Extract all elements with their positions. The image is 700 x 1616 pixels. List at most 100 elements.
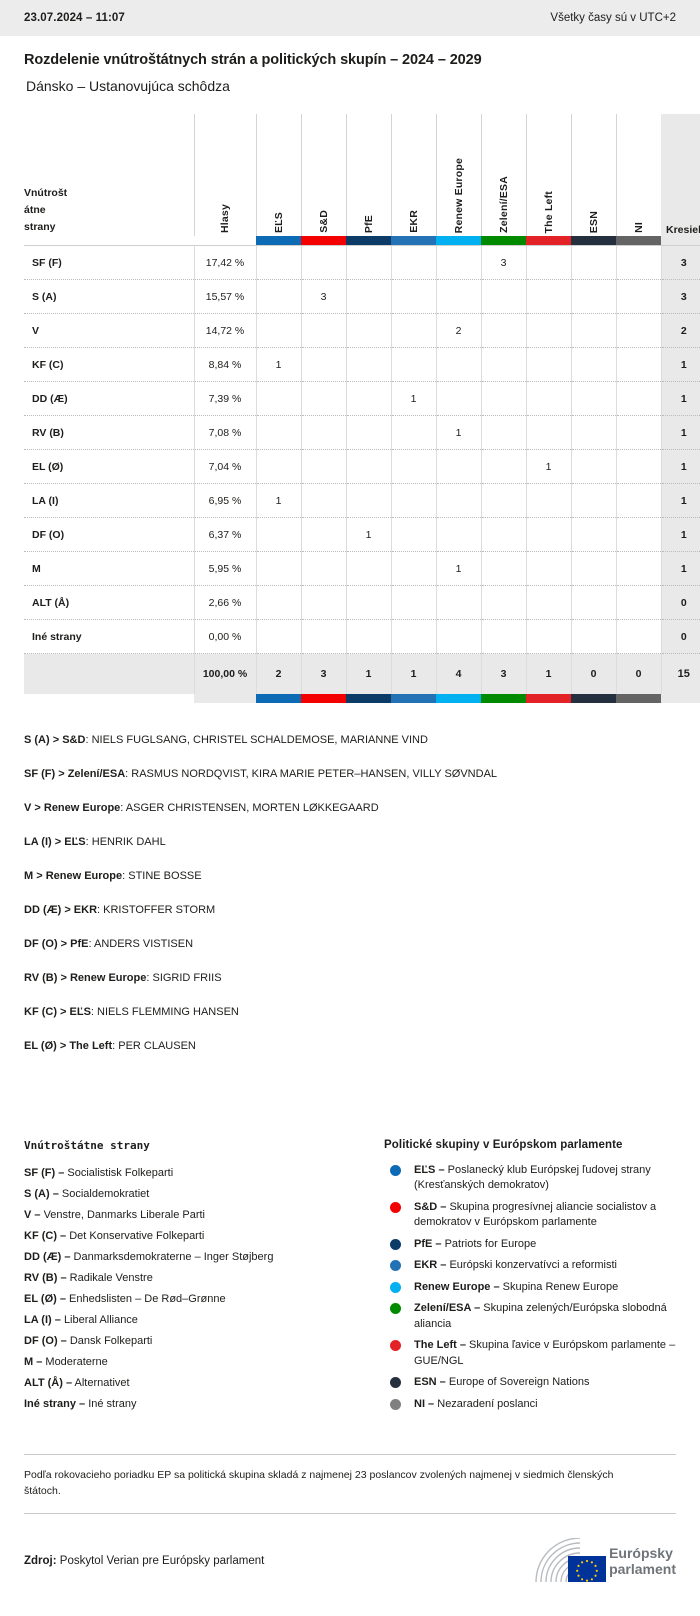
table-row: EL (Ø) 7,04 % 1 1 <box>24 449 700 484</box>
legend-national-item: Iné strany – Iné strany <box>24 1395 384 1413</box>
row-group-seat-count: 1 <box>255 483 301 518</box>
legend-group-text: The Left – Skupina ľavice v Európskom pa… <box>414 1338 676 1369</box>
row-group-seat-count <box>300 245 346 280</box>
group-color-chip-e-s <box>256 236 301 246</box>
color-chip <box>256 236 301 245</box>
legend-color-dot-icon <box>390 1340 401 1351</box>
group-color-chip-esn <box>571 236 616 246</box>
legend-national-abbr: KF (C) – <box>24 1229 67 1242</box>
eu-stars-icon <box>568 1556 607 1582</box>
table-row: RV (B) 7,08 % 1 1 <box>24 415 700 450</box>
row-group-seat-count <box>255 381 301 416</box>
legend-group-item: Renew Europe – Skupina Renew Europe <box>384 1280 676 1296</box>
legend-group-abbr: EKR – <box>414 1259 447 1271</box>
mep-entry: KF (C) > EĽS: NIELS FLEMMING HANSEN <box>24 1005 239 1018</box>
row-group-seat-count <box>300 347 346 382</box>
votes-header-label: Hlasy <box>219 203 231 233</box>
color-chip <box>256 693 301 703</box>
results-table-container: Vnútrošt átne strany Hlasy EĽS S&D PfE EKR R… <box>0 100 700 703</box>
row-group-seat-count <box>255 245 301 280</box>
divider-top <box>24 1454 676 1455</box>
column-header-esn: ESN <box>570 114 616 236</box>
row-votes-percent: 14,72 % <box>193 313 256 348</box>
group-color-strip-bottom <box>24 693 700 703</box>
legend-national-abbr: ALT (Å) – <box>24 1376 73 1389</box>
strip-bottom-spacer-votes <box>194 693 256 703</box>
color-chip-bottom <box>526 693 571 703</box>
page-title: Rozdelenie vnútroštátnych strán a politi… <box>24 52 482 68</box>
row-group-seat-count <box>435 347 481 382</box>
row-group-seat-count <box>345 313 391 348</box>
mep-party-group: LA (I) > EĽS <box>24 835 86 848</box>
group-header-label: EĽS <box>272 211 285 233</box>
legend-color-dot-icon <box>390 1377 401 1388</box>
legend-group-item: EĽS – Poslanecký klub Európskej ľudovej … <box>384 1163 676 1194</box>
row-group-seat-count <box>300 381 346 416</box>
legend-group-name: Európski konzervatívci a reformisti <box>449 1259 617 1271</box>
row-group-seat-count <box>525 313 571 348</box>
row-votes-percent: 15,57 % <box>193 279 256 314</box>
row-group-seat-count <box>615 517 661 552</box>
legend-group-abbr: EĽS – <box>414 1163 445 1176</box>
legend-national-name: Radikale Venstre <box>69 1271 153 1284</box>
timezone-note: Všetky časy sú v UTC+2 <box>550 12 676 24</box>
row-group-seat-count <box>615 619 661 654</box>
mep-names: KRISTOFFER STORM <box>103 903 216 916</box>
row-group-seat-count <box>255 279 301 314</box>
top-bar: 23.07.2024 – 11:07 Všetky časy sú v UTC+… <box>0 0 700 36</box>
row-total-seats: 1 <box>660 551 700 586</box>
row-group-seat-count <box>435 619 481 654</box>
legend-national-name: Iné strany <box>88 1397 137 1410</box>
legend-group-item: NI – Nezaradení poslanci <box>384 1397 676 1413</box>
column-header-seats: Kresiel <box>661 114 700 236</box>
row-group-seat-count <box>570 483 616 518</box>
row-group-seat-count <box>480 313 526 348</box>
column-header-ekr: EKR <box>390 114 436 236</box>
totals-seats: 15 <box>660 653 700 694</box>
elected-meps-list: S (A) > S&D: NIELS FUGLSANG, CHRISTEL SC… <box>0 703 700 1054</box>
legend-group-abbr: PfE – <box>414 1237 442 1250</box>
row-total-seats: 0 <box>660 585 700 620</box>
row-group-seat-count <box>255 551 301 586</box>
row-header-line-2: átne <box>24 204 46 216</box>
strip-bottom-spacer-seats <box>661 693 700 703</box>
row-votes-percent: 7,04 % <box>193 449 256 484</box>
group-header-label: ESN <box>587 210 600 233</box>
row-party-name: SF (F) <box>24 245 194 280</box>
row-total-seats: 3 <box>660 279 700 314</box>
row-group-seat-count <box>525 483 571 518</box>
color-chip-bottom <box>571 693 616 703</box>
group-color-chip-zelen-esa <box>481 236 526 246</box>
legend-national-item: SF (F) – Socialistisk Folkeparti <box>24 1164 384 1182</box>
legend-group-item: ESN – Europe of Sovereign Nations <box>384 1375 676 1391</box>
row-group-seat-count <box>390 483 436 518</box>
row-group-seat-count <box>480 551 526 586</box>
table-row: DD (Æ) 7,39 % 1 1 <box>24 381 700 416</box>
totals-group-seats: 0 <box>615 653 661 694</box>
group-header-label: S&D <box>317 210 330 233</box>
row-group-seat-count <box>255 415 301 450</box>
group-color-strip-row <box>24 236 700 246</box>
group-header-label: Zelení/ESA <box>497 176 510 233</box>
legend-national-item: DF (O) – Dansk Folkeparti <box>24 1332 384 1350</box>
legend-group-text: Zelení/ESA – Skupina zelených/Európska s… <box>414 1301 676 1332</box>
table-row: S (A) 15,57 % 3 3 <box>24 279 700 314</box>
group-header-label: PfE <box>362 214 375 233</box>
mep-entry: S (A) > S&D: NIELS FUGLSANG, CHRISTEL SC… <box>24 733 428 746</box>
row-group-seat-count <box>390 245 436 280</box>
mep-entry: SF (F) > Zelení/ESA: RASMUS NORDQVIST, K… <box>24 767 498 780</box>
timestamp: 23.07.2024 – 11:07 <box>24 12 125 24</box>
legend-group-abbr: NI – <box>414 1397 435 1410</box>
legend-group-item: PfE – Patriots for Europe <box>384 1237 676 1253</box>
row-party-name: ALT (Å) <box>24 585 194 620</box>
row-group-seat-count <box>345 245 391 280</box>
row-total-seats: 3 <box>660 245 700 280</box>
row-group-seat-count: 1 <box>255 347 301 382</box>
row-group-seat-count <box>480 619 526 654</box>
row-group-seat-count <box>345 619 391 654</box>
row-group-seat-count: 3 <box>300 279 346 314</box>
legend-group-name: Patriots for Europe <box>444 1237 537 1250</box>
mep-entry: DD (Æ) > EKR: KRISTOFFER STORM <box>24 903 216 916</box>
row-party-name: V <box>24 313 194 348</box>
row-group-seat-count <box>300 585 346 620</box>
